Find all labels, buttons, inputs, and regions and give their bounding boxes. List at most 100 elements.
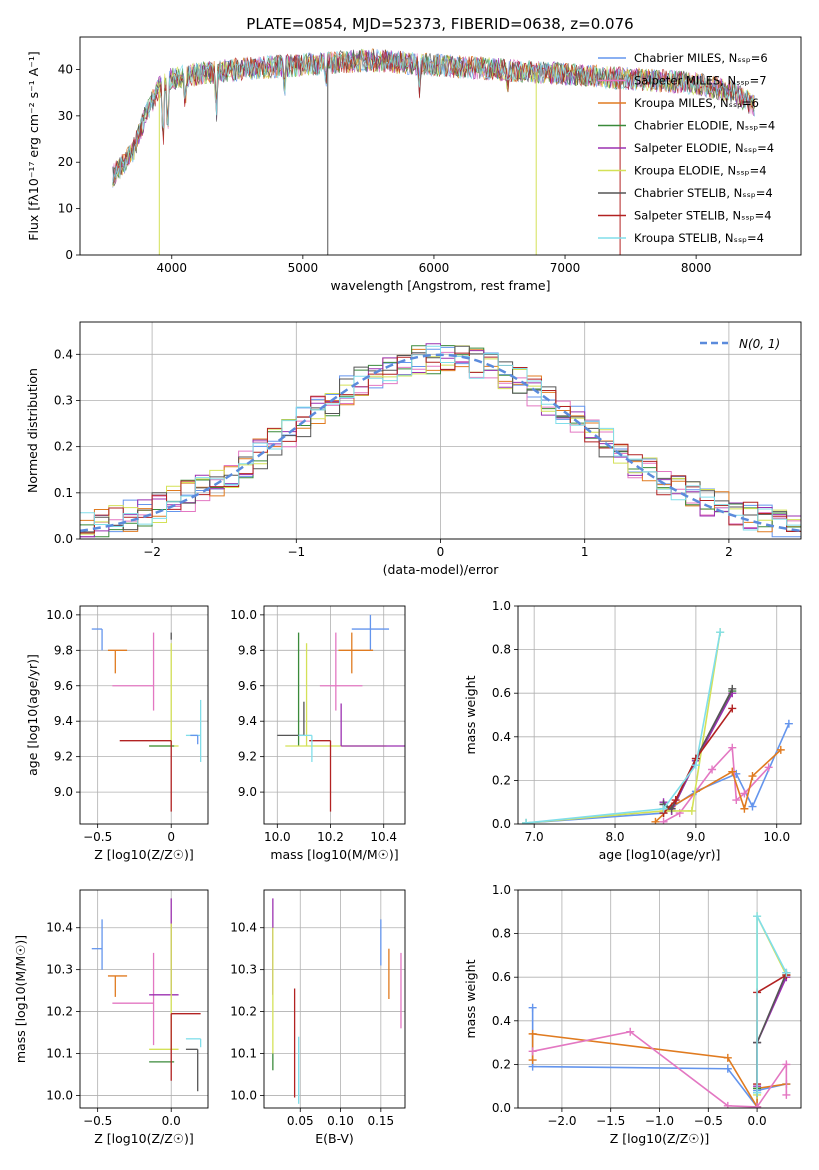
axes-frame <box>517 605 802 825</box>
y-tick-label: 10.1 <box>230 1047 257 1061</box>
x-tick-label: −0.5 <box>83 1114 112 1128</box>
x-tick-label: −1.5 <box>596 1114 625 1128</box>
y-tick-label: 1.0 <box>492 599 511 613</box>
weight-marker <box>740 804 749 813</box>
weight-marker <box>651 817 660 824</box>
axes: −0.5 0 9.0 9.2 9.4 9.6 9.8 10.0 <box>46 608 175 844</box>
axes-frame <box>79 889 209 1109</box>
axes: 4000 5000 6000 7000 8000 0 10 20 30 40 <box>58 62 712 275</box>
x-tick-label: −1 <box>287 545 305 559</box>
x-tick-label: −0.5 <box>83 830 112 844</box>
figure-title: PLATE=0854, MJD=52373, FIBERID=0638, z=0… <box>246 15 633 33</box>
axes-frame <box>263 605 406 825</box>
legend-label: Kroupa STELIB, Nₛₛₚ=4 <box>634 231 764 245</box>
x-tick-label: 9.0 <box>686 830 705 844</box>
y-tick-label: 10.0 <box>230 608 257 622</box>
x-tick-label: −1.0 <box>645 1114 674 1128</box>
weight-marker <box>728 704 737 713</box>
plot-area <box>91 628 202 812</box>
y-tick-label: 0.4 <box>492 1014 511 1028</box>
x-axis-label: age [log10(age/yr)] <box>599 847 721 862</box>
axes: 10.0 10.2 10.4 9.0 9.2 9.4 9.6 9.8 10.0 <box>230 608 397 844</box>
weight-marker <box>528 1003 537 1012</box>
x-axis-label: Z [log10(Z/Z☉)] <box>94 847 194 862</box>
error-point <box>107 975 128 997</box>
y-tick-label: 9.2 <box>238 750 257 764</box>
x-tick-label: 1 <box>581 545 589 559</box>
weight-line-salpeter-stelib <box>756 974 787 1085</box>
weight-marker <box>748 802 757 811</box>
y-tick-label: 0.2 <box>54 440 73 454</box>
y-axis-label: mass weight <box>463 959 478 1038</box>
error-point <box>112 952 155 1046</box>
error-point <box>112 632 155 711</box>
y-tick-label: 0.0 <box>492 1101 511 1115</box>
chart-spectrum: 4000 5000 6000 7000 8000 0 10 20 30 40 wavelength … <box>26 36 802 293</box>
x-tick-label: −0.5 <box>694 1114 723 1128</box>
y-tick-label: 9.6 <box>238 679 257 693</box>
y-tick-label: 10.0 <box>46 608 73 622</box>
legend-label: Kroupa ELODIE, Nₛₛₚ=4 <box>634 164 767 178</box>
x-tick-label: 8000 <box>681 261 712 275</box>
plot-area <box>112 48 755 255</box>
weight-marker <box>748 772 757 781</box>
x-axis-label: E(B-V) <box>315 1131 354 1146</box>
legend-label: Chabrier STELIB, Nₛₛₚ=4 <box>634 186 773 200</box>
weight-marker <box>723 1101 732 1108</box>
x-tick-label: −2.0 <box>547 1114 576 1128</box>
y-tick-label: 9.0 <box>54 785 73 799</box>
x-tick-label: 10.4 <box>370 830 397 844</box>
error-point <box>107 649 128 674</box>
weight-marker <box>753 1088 762 1097</box>
chart-mass-vs-Z: −0.5 0.0 10.0 10.1 10.2 10.3 10.4 Z [log10(Z/Z☉… <box>13 889 209 1146</box>
y-tick-label: 9.4 <box>238 714 257 728</box>
x-tick-label: −2 <box>143 545 161 559</box>
weight-line-kroupa-stelib <box>756 915 788 1093</box>
axes-frame <box>79 321 802 540</box>
chart-mass-weight-vs-Z: −2.0 −1.5 −1.0 −0.5 0.0 0.0 0.2 0.4 0.6 0.8 1.0 Z [… <box>463 883 802 1146</box>
legend-label: Chabrier ELODIE, Nₛₛₚ=4 <box>634 119 775 133</box>
x-tick-label: 0.0 <box>162 1114 181 1128</box>
y-tick-label: 0.3 <box>54 393 73 407</box>
y-tick-label: 0 <box>65 248 73 262</box>
y-axis-label: Flux [fλ10⁻¹⁷ erg cm⁻² s⁻¹ A⁻¹] <box>26 51 41 240</box>
y-tick-label: 1.0 <box>492 883 511 897</box>
axes-frame <box>79 605 209 825</box>
legend-label: Salpeter STELIB, Nₛₛₚ=4 <box>634 209 772 223</box>
axes: −2.0 −1.5 −1.0 −0.5 0.0 0.0 0.2 0.4 0.6 0.8 1.0 <box>492 883 767 1128</box>
x-axis-label: Z [log10(Z/Z☉)] <box>94 1131 194 1146</box>
error-point <box>91 919 103 970</box>
y-tick-label: 10.2 <box>46 1005 73 1019</box>
plot-area <box>91 898 202 1092</box>
error-point <box>185 699 202 762</box>
y-tick-label: 9.8 <box>238 643 257 657</box>
plot-area <box>522 628 793 824</box>
x-tick-label: 6000 <box>419 261 450 275</box>
y-tick-label: 10.4 <box>46 921 73 935</box>
weight-marker <box>728 684 737 693</box>
y-tick-label: 0.4 <box>492 730 511 744</box>
x-tick-label: 10.0 <box>264 830 291 844</box>
y-tick-label: 9.0 <box>238 785 257 799</box>
histogram-salpeter-stelib <box>80 352 801 534</box>
x-tick-label: 2 <box>725 545 733 559</box>
x-tick-label: 10.2 <box>317 830 344 844</box>
plot-area <box>272 898 402 1104</box>
chart-mass-weight-vs-age: 7.0 8.0 9.0 10.0 0.0 0.2 0.4 0.6 0.8 1.0 age [log1… <box>463 599 802 862</box>
weight-marker <box>659 817 668 824</box>
error-point <box>170 1013 201 1081</box>
x-tick-label: 4000 <box>156 261 187 275</box>
axes-frame <box>79 36 802 256</box>
y-tick-label: 9.2 <box>54 750 73 764</box>
weight-marker <box>667 804 676 813</box>
x-tick-label: 7000 <box>550 261 581 275</box>
y-tick-label: 10.2 <box>230 1005 257 1019</box>
weight-marker <box>728 767 737 776</box>
axes: 0.05 0.10 0.15 10.0 10.1 10.2 10.3 10.4 <box>230 921 394 1128</box>
x-tick-label: 0.10 <box>327 1114 354 1128</box>
x-axis-label: mass [log10(M/M☉)] <box>270 847 398 862</box>
weight-marker <box>528 1056 537 1065</box>
weight-marker <box>782 1060 791 1069</box>
weight-marker <box>528 1047 537 1056</box>
weight-marker <box>784 719 793 728</box>
